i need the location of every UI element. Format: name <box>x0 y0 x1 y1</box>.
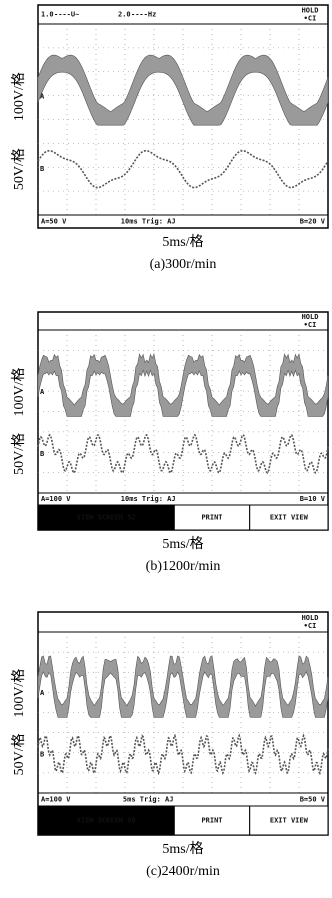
hold-label: HOLD <box>302 7 319 15</box>
hold-sub: •CI <box>304 15 317 23</box>
status-text: 5ms Trig: AJ <box>123 796 174 804</box>
top-bar-text: 2.0 <box>118 11 131 19</box>
hold-sub: •CI <box>304 321 317 329</box>
softkey-label: EXIT VIEW <box>270 514 309 522</box>
status-text: B=20 V <box>300 218 326 226</box>
time-label: 5ms/格 <box>162 234 203 250</box>
top-bar-text: ----U~ <box>54 11 79 19</box>
channel-b-scale: 50V/格 <box>11 433 27 475</box>
channel-a-scale: 100V/格 <box>11 72 27 121</box>
channel-b-scale: 50V/格 <box>11 733 27 775</box>
softkey-label: PRINT <box>201 817 222 825</box>
hold-label: HOLD <box>302 614 319 622</box>
softkey-label: VIEW SCREEN 52 <box>77 514 136 522</box>
marker-b: B <box>40 750 44 758</box>
status-text: B=10 V <box>300 495 326 503</box>
caption: (c)2400r/min <box>146 864 220 879</box>
softkey-label: EXIT VIEW <box>270 817 309 825</box>
status-text: B=50 V <box>300 796 326 804</box>
status-text: 10ms Trig: AJ <box>121 218 176 226</box>
softkey-label: PRINT <box>201 514 222 522</box>
top-bar-text: 1.0 <box>41 11 54 19</box>
hold-sub: •CI <box>304 622 317 630</box>
status-text: A=100 V <box>41 796 71 804</box>
scope-frame <box>38 612 328 835</box>
figure: 1.0----U~2.0----HzHOLD•CIABA=50 V10ms Tr… <box>0 0 332 898</box>
marker-b: B <box>40 165 44 173</box>
hold-label: HOLD <box>302 313 319 321</box>
caption: (a)300r/min <box>150 257 217 272</box>
marker-b: B <box>40 450 44 458</box>
top-bar-text: ----Hz <box>131 11 156 19</box>
channel-a-scale: 100V/格 <box>11 367 27 416</box>
status-text: 10ms Trig: AJ <box>121 495 176 503</box>
channel-a-scale: 100V/格 <box>11 669 27 718</box>
status-text: A=50 V <box>41 218 67 226</box>
time-label: 5ms/格 <box>162 536 203 552</box>
status-text: A=100 V <box>41 495 71 503</box>
caption: (b)1200r/min <box>146 559 221 574</box>
softkey-label: VIEW SCREEN 50 <box>77 817 136 825</box>
time-label: 5ms/格 <box>162 841 203 857</box>
channel-b-scale: 50V/格 <box>11 148 27 190</box>
